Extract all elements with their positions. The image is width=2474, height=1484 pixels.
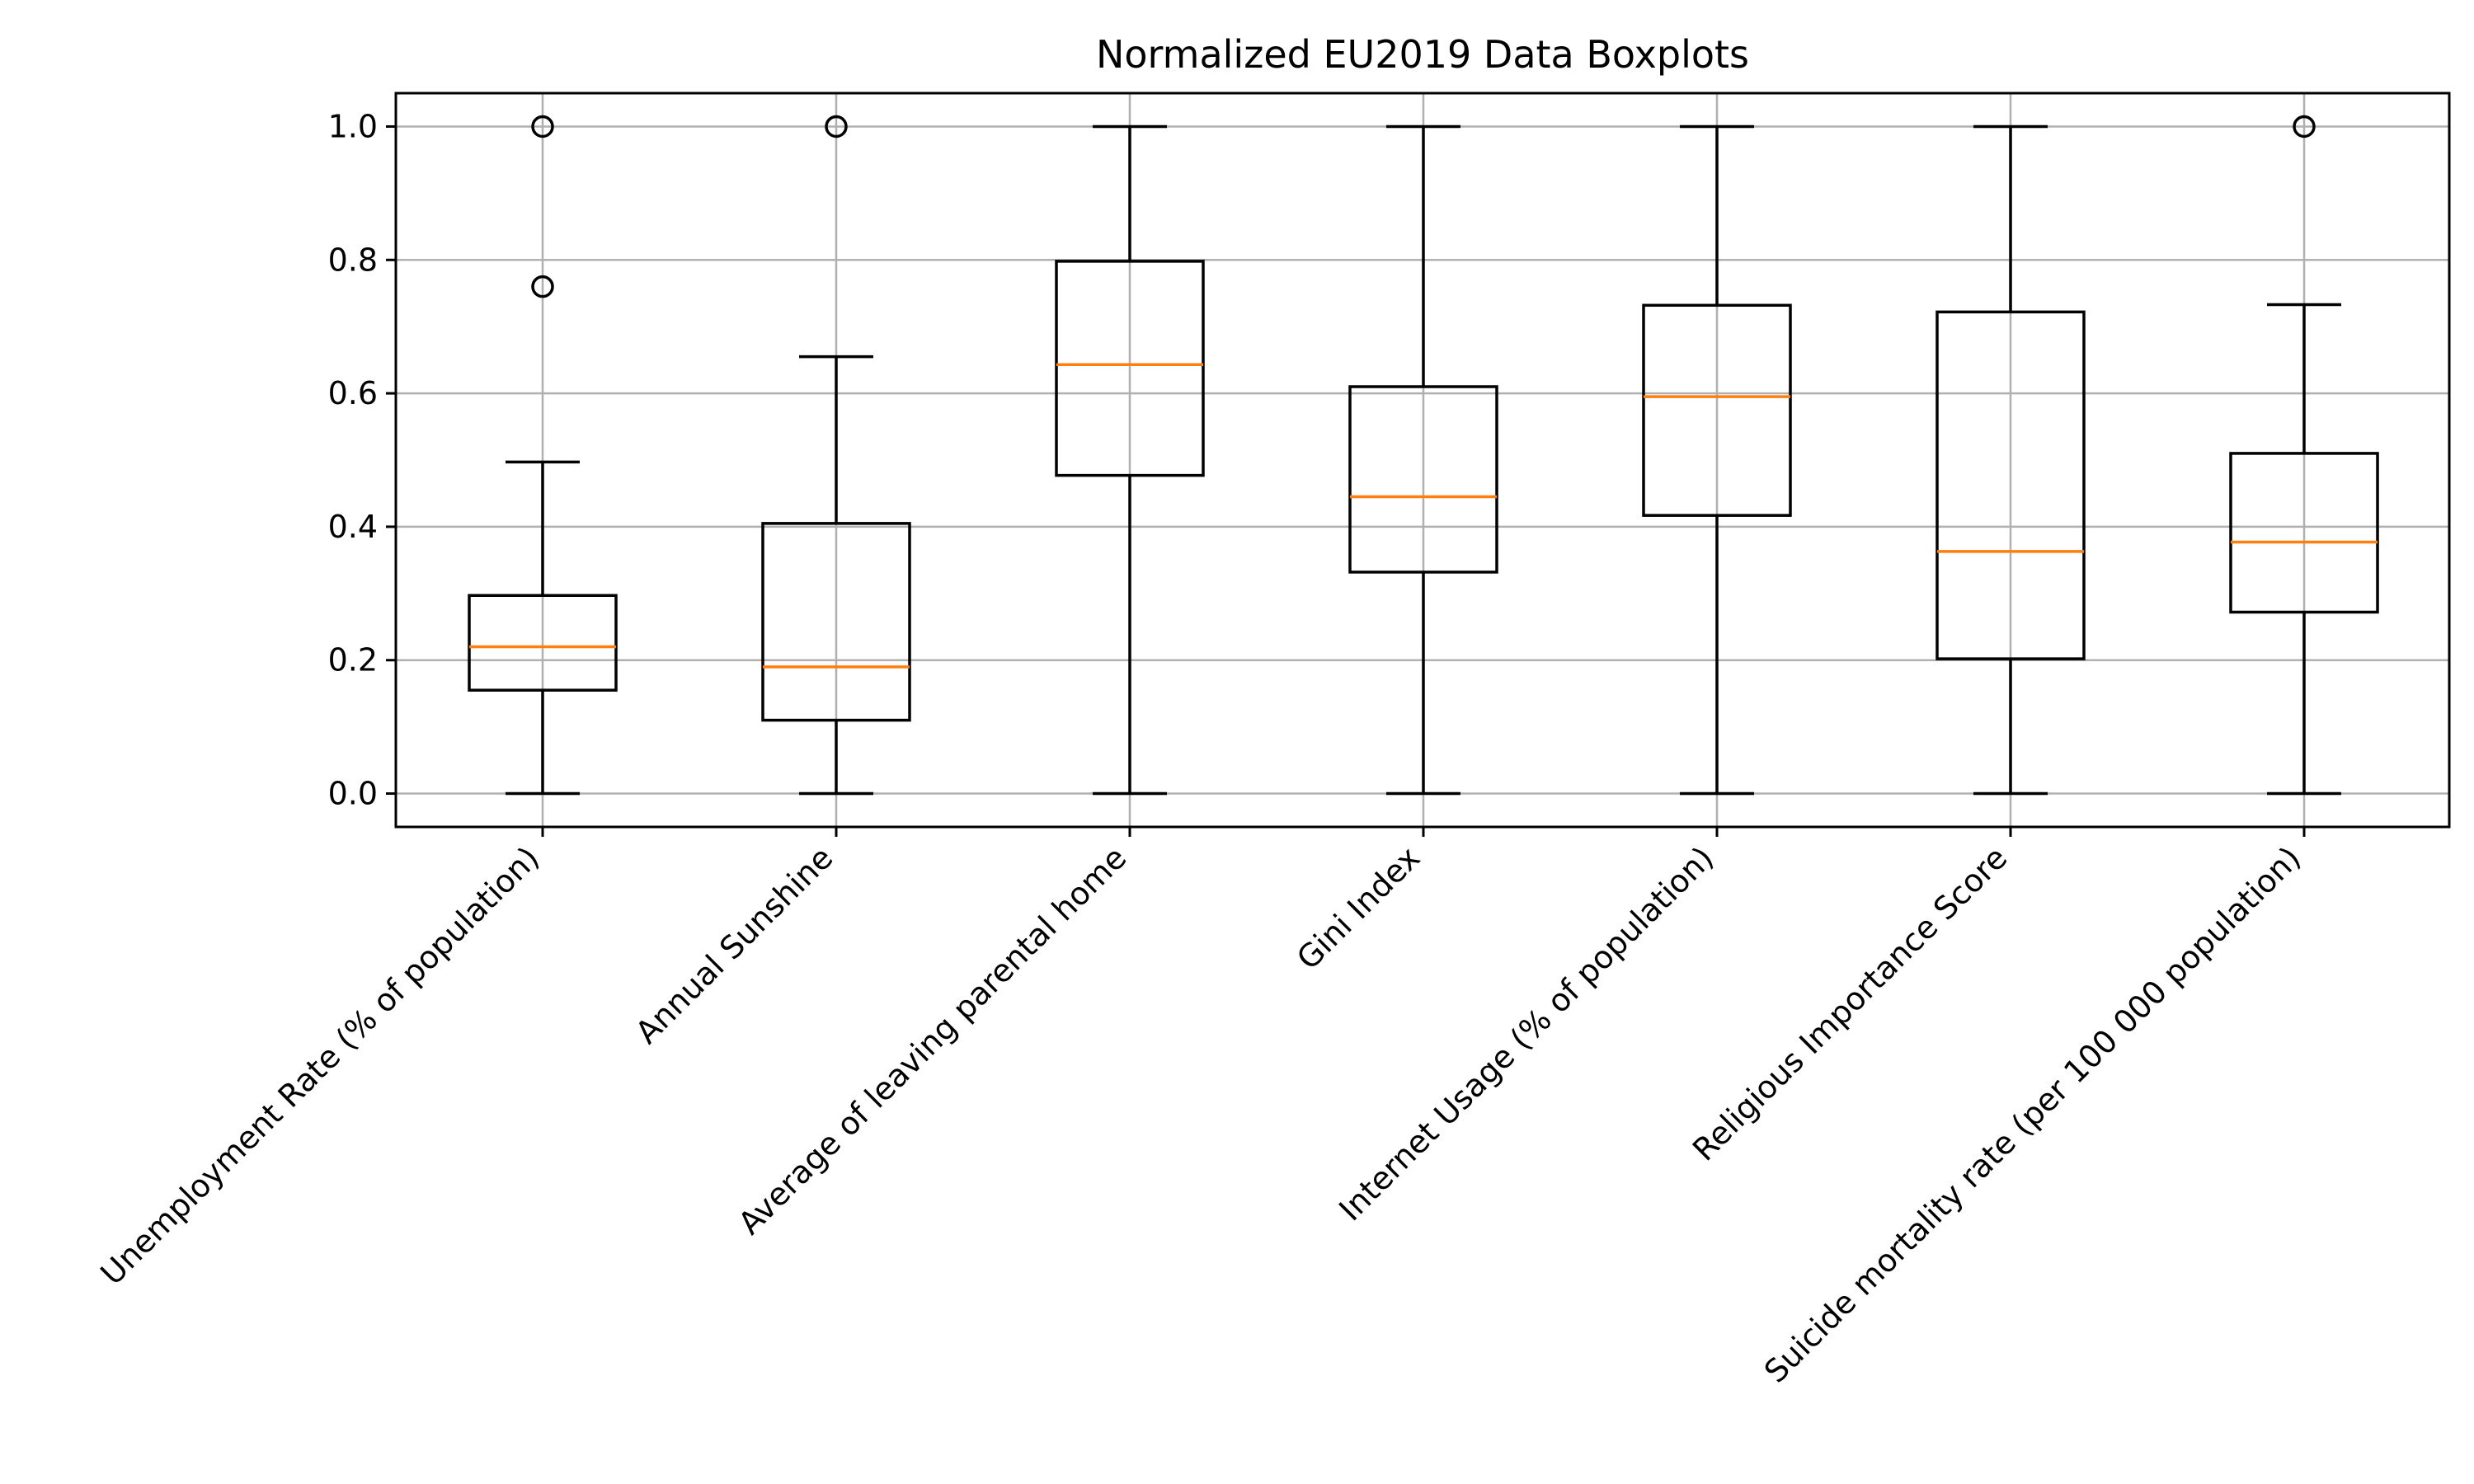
y-tick-label: 1.0 [328, 108, 378, 144]
box-group [468, 115, 618, 796]
x-tick-label: Unemployment Rate (% of population) [94, 839, 547, 1292]
box-iqr [468, 594, 618, 692]
box-group [1348, 124, 1498, 796]
box-group [1642, 124, 1792, 796]
chart-title: Normalized EU2019 Data Boxplots [1096, 32, 1749, 77]
box-iqr [761, 522, 911, 722]
box-group [1055, 124, 1205, 796]
box-iqr [1348, 385, 1498, 574]
outlier-point [531, 275, 554, 298]
box-group [2229, 115, 2379, 796]
x-tick-label: Suicide mortality rate (per 100 000 popu… [1757, 839, 2308, 1390]
box-group [1935, 124, 2086, 796]
outlier-point [531, 115, 554, 139]
y-axis: 0.0 0.2 0.4 0.6 0.8 1.0 [328, 108, 396, 812]
x-tick-label: Annual Sunshine [628, 839, 840, 1050]
y-tick-label: 0.6 [328, 375, 378, 411]
outlier-point [825, 115, 848, 139]
box-iqr [1055, 260, 1205, 477]
box-group [761, 115, 911, 796]
x-tick-label: Gini Index [1290, 839, 1427, 976]
y-tick-label: 0.8 [328, 242, 378, 278]
box-iqr [1642, 303, 1792, 517]
box-iqr [1935, 310, 2086, 660]
box-iqr [2229, 452, 2379, 614]
y-tick-label: 0.0 [328, 776, 378, 812]
outlier-point [2293, 115, 2316, 139]
x-axis: Unemployment Rate (% of population) Annua… [94, 827, 2308, 1390]
y-tick-label: 0.4 [328, 509, 378, 545]
x-tick-label: Religious Importance Score [1686, 839, 2014, 1167]
y-tick-label: 0.2 [328, 642, 378, 679]
box-layer [468, 115, 2379, 796]
